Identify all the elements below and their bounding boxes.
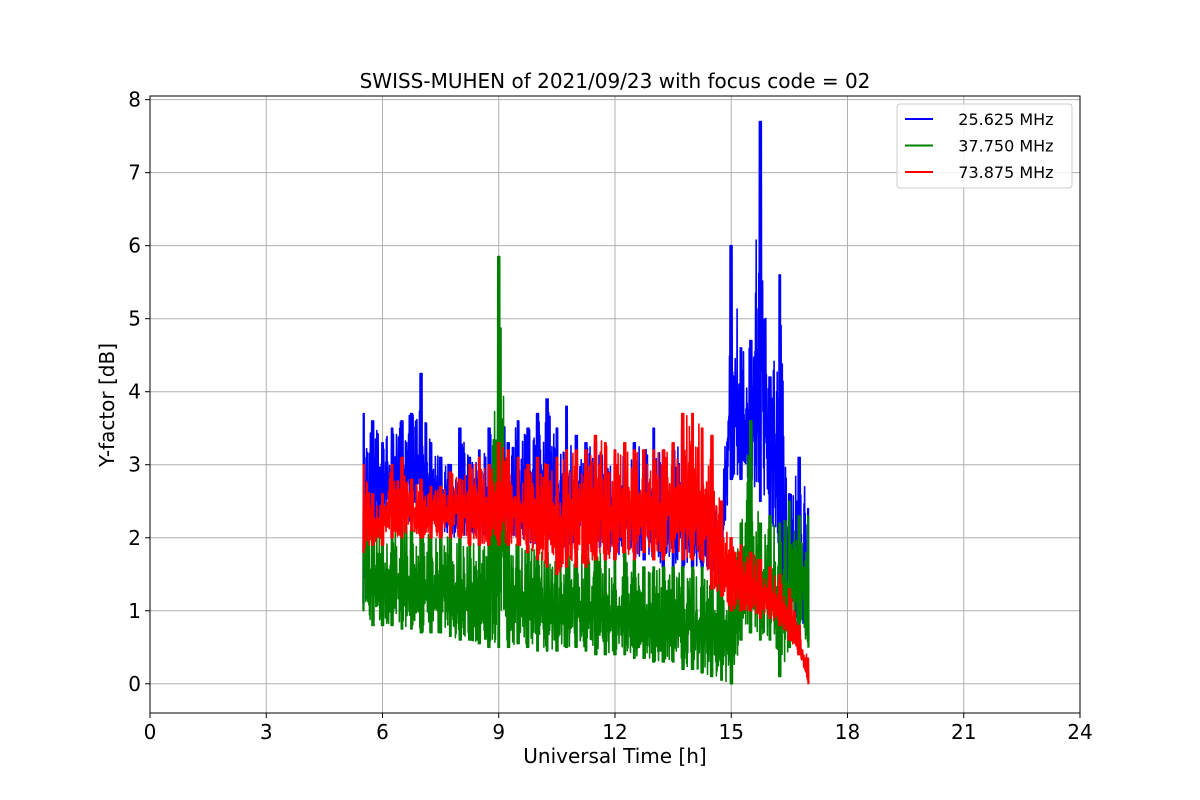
legend-box	[896, 103, 1073, 189]
y-axis: 0 1 2 3 4 5 6 7 8	[128, 88, 150, 696]
legend: 25.625 MHz 37.750 MHz 73.875 MHz	[896, 103, 1073, 189]
x-tick-label: 9	[492, 720, 505, 744]
x-axis-label: Universal Time [h]	[523, 744, 706, 768]
y-tick-label: 5	[128, 307, 141, 331]
x-axis: 0 3 6 9 12 15 18 21 24	[144, 713, 1093, 744]
x-tick-label: 6	[376, 720, 389, 744]
chart-title: SWISS-MUHEN of 2021/09/23 with focus cod…	[360, 69, 871, 93]
y-tick-label: 1	[128, 599, 141, 623]
x-tick-label: 15	[719, 720, 744, 744]
x-tick-label: 12	[602, 720, 627, 744]
x-tick-label: 0	[144, 720, 157, 744]
y-tick-label: 0	[128, 672, 141, 696]
series-line	[362, 255, 810, 685]
series-line	[362, 412, 810, 685]
y-tick-label: 2	[128, 526, 141, 550]
y-axis-label: Y-factor [dB]	[95, 343, 119, 468]
y-tick-label: 6	[128, 234, 141, 258]
y-tick-label: 3	[128, 453, 141, 477]
x-tick-label: 21	[951, 720, 976, 744]
y-tick-label: 8	[128, 88, 141, 112]
x-tick-label: 24	[1067, 720, 1092, 744]
x-tick-label: 18	[835, 720, 860, 744]
x-tick-label: 3	[260, 720, 273, 744]
y-tick-label: 4	[128, 380, 141, 404]
y-tick-label: 7	[128, 161, 141, 185]
legend-entry: 37.750 MHz	[943, 137, 1054, 156]
plot-area	[362, 120, 810, 685]
legend-entry: 25.625 MHz	[943, 110, 1054, 129]
legend-entry: 73.875 MHz	[943, 163, 1054, 182]
